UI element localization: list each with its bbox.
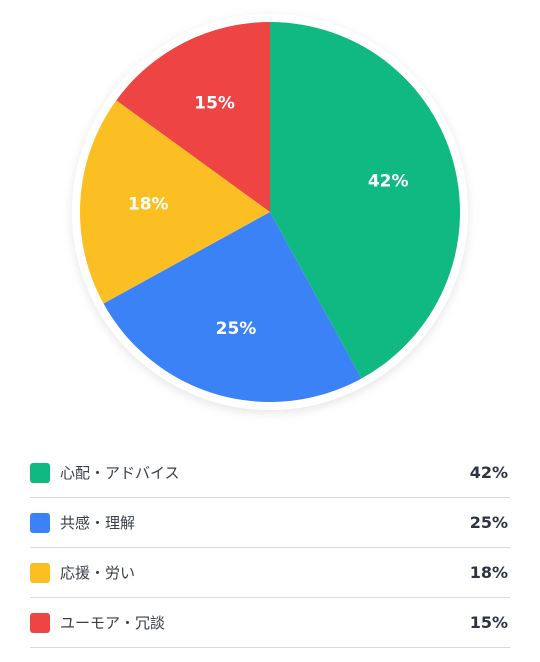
legend-swatch	[30, 512, 50, 533]
legend: 心配・アドバイス 42% 共感・理解 25% 応援・労い 18% ユーモア・冗談…	[30, 448, 510, 648]
legend-value: 42%	[469, 463, 508, 482]
legend-label: 共感・理解	[60, 514, 136, 532]
pie-slice	[103, 212, 362, 402]
legend-value: 18%	[469, 563, 508, 582]
legend-item: 応援・労い 18%	[30, 548, 510, 598]
legend-label: 応援・労い	[60, 564, 136, 582]
legend-label: 心配・アドバイス	[60, 464, 180, 482]
pie-slice	[116, 22, 270, 212]
pie-chart-svg: 42% 25% 18% 15%	[72, 14, 468, 410]
legend-label: ユーモア・冗談	[60, 614, 166, 632]
legend-value: 15%	[469, 613, 508, 632]
slice-percent-label: 25%	[216, 319, 257, 339]
pie-slice	[79, 100, 271, 304]
legend-item: 共感・理解 25%	[30, 498, 510, 548]
pie-slice	[270, 22, 461, 379]
slice-percent-label: 15%	[194, 93, 235, 113]
slice-percent-label: 42%	[368, 172, 409, 192]
legend-item: 心配・アドバイス 42%	[30, 448, 510, 498]
legend-value: 25%	[469, 513, 508, 532]
pie-chart: 42% 25% 18% 15%	[72, 14, 468, 410]
legend-item: ユーモア・冗談 15%	[30, 598, 510, 648]
slice-percent-label: 18%	[128, 194, 169, 214]
legend-swatch	[30, 462, 50, 483]
legend-swatch	[30, 612, 50, 633]
legend-swatch	[30, 562, 50, 583]
